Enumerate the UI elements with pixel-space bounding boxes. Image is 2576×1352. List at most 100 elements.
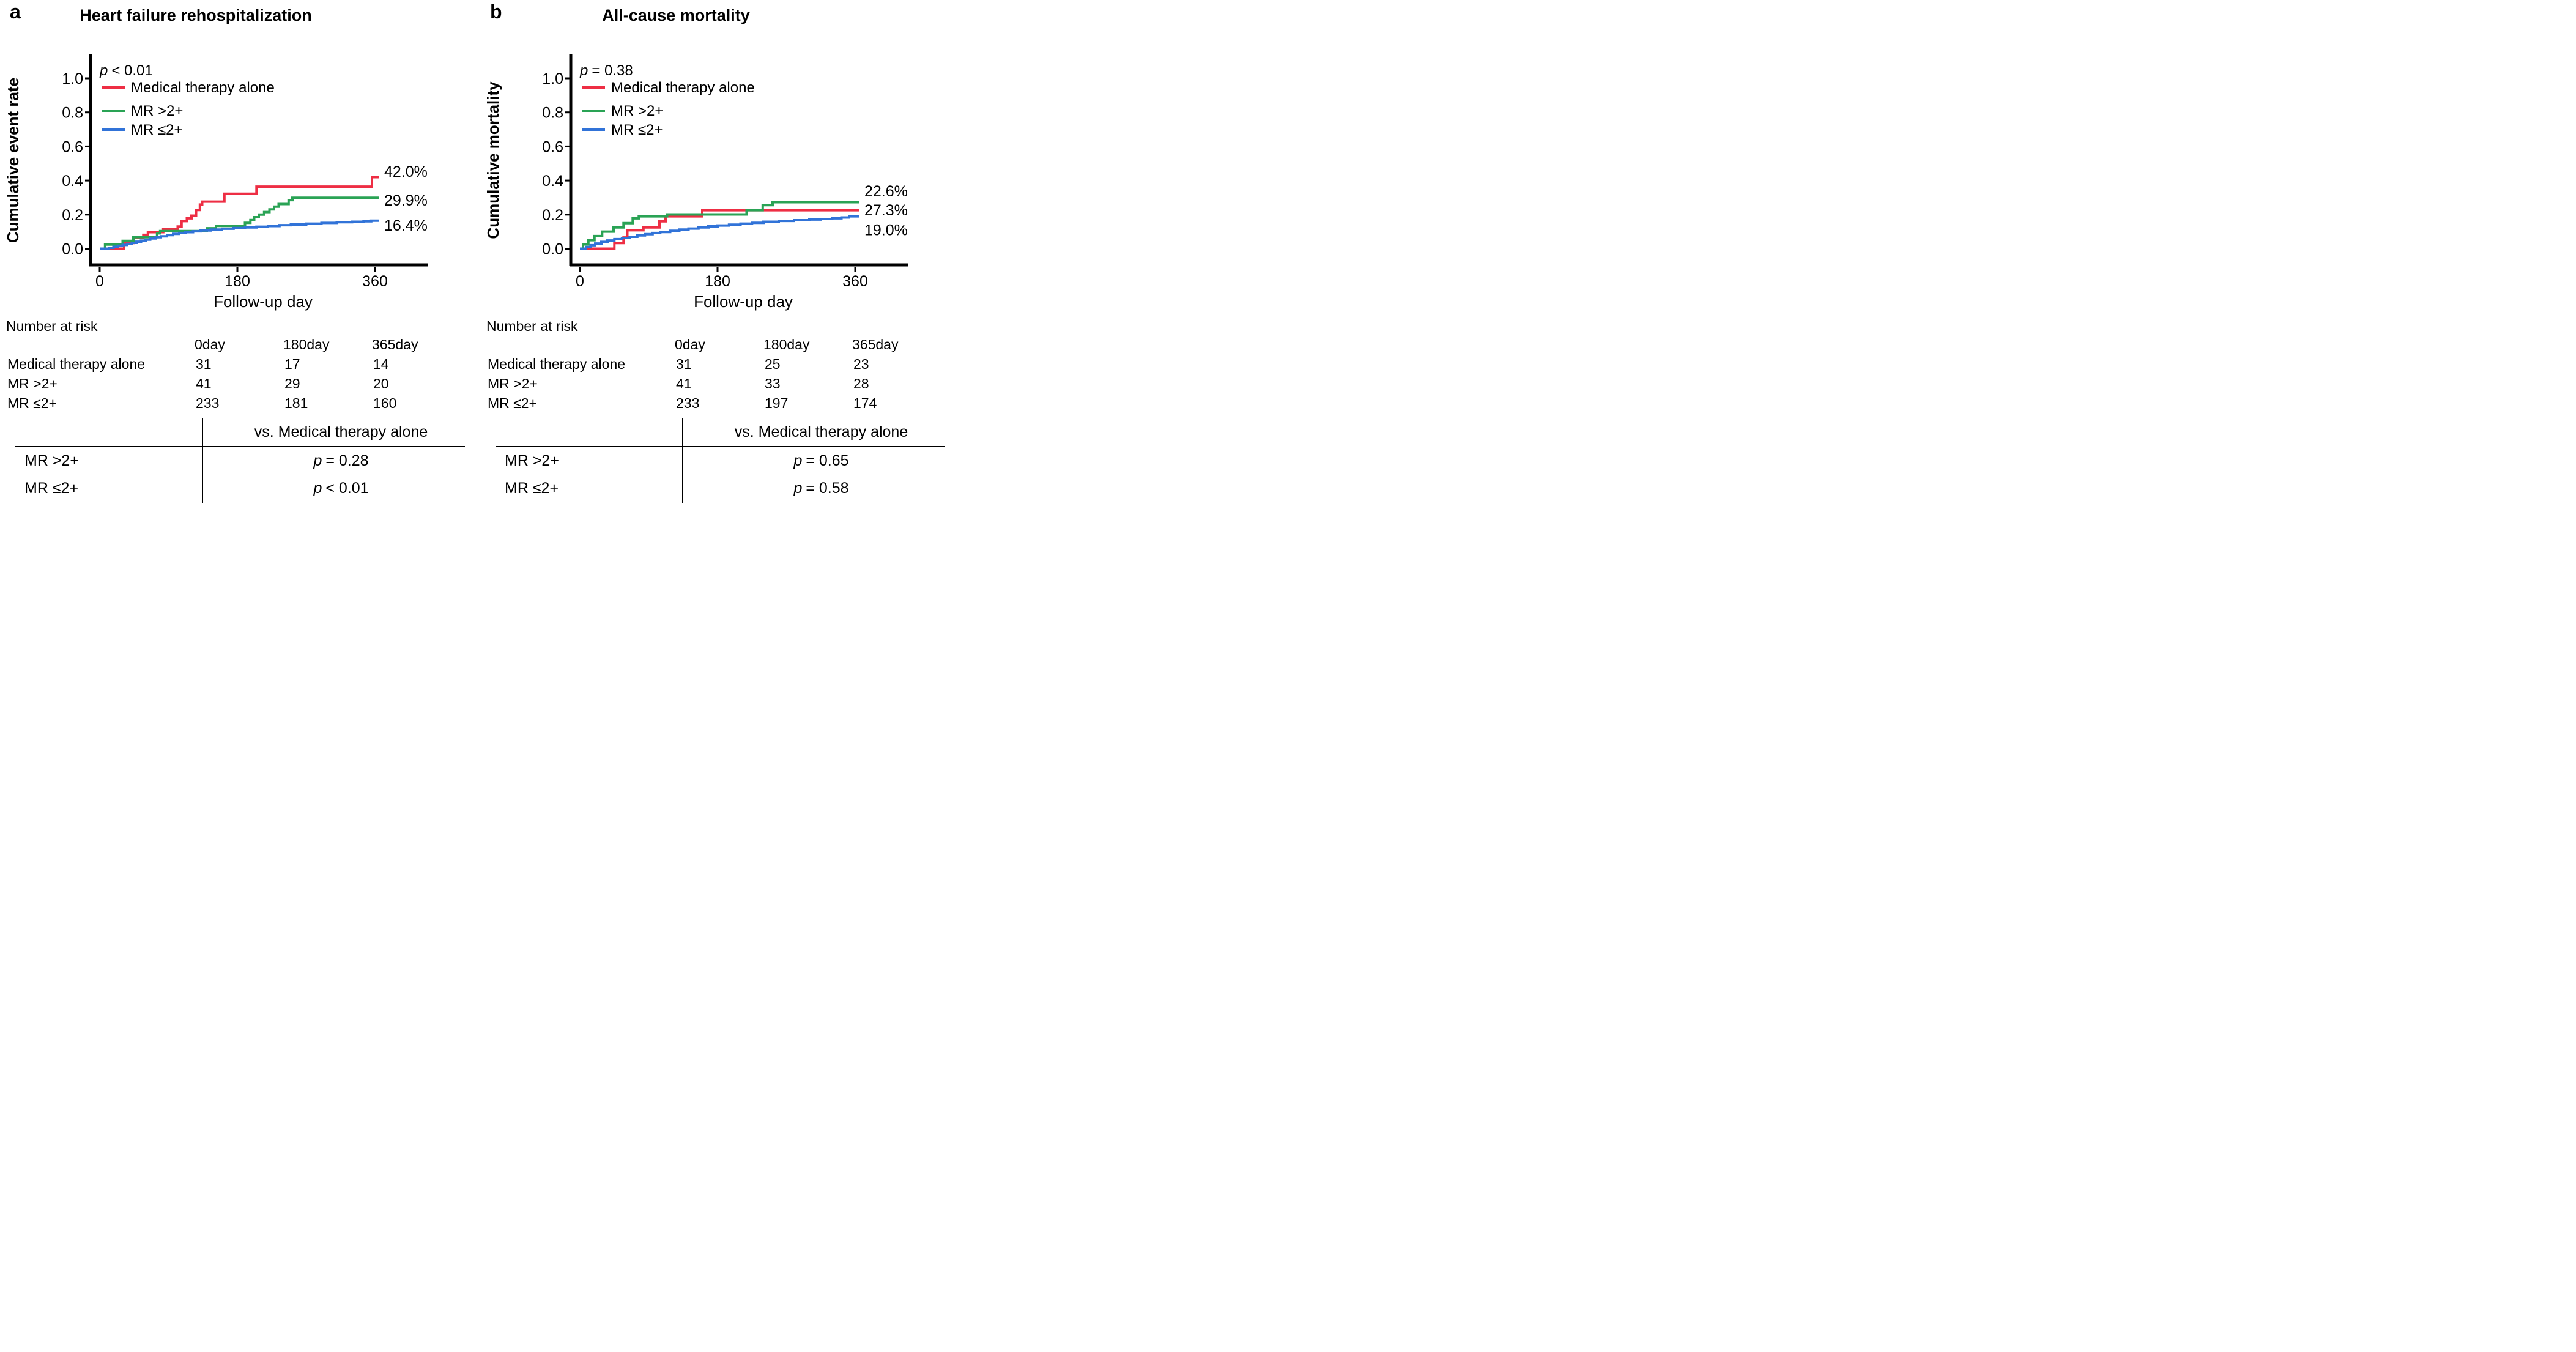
risk-value: 17 bbox=[284, 356, 300, 372]
pairwise-comparison-table: vs. Medical therapy alone MR >2+ p = 0.28… bbox=[0, 418, 480, 503]
risk-row-label: MR >2+ bbox=[7, 376, 58, 392]
y-tick-label: 0.0 bbox=[542, 241, 563, 258]
comparison-header-row: vs. Medical therapy alone bbox=[0, 418, 480, 446]
series-line-mr-2 bbox=[580, 215, 859, 250]
comparison-row: MR ≤2+ p < 0.01 bbox=[0, 475, 480, 502]
risk-row-label: MR ≤2+ bbox=[7, 395, 58, 411]
risk-header-spacer bbox=[6, 335, 190, 354]
risk-col-header: 0day bbox=[195, 336, 225, 352]
p-symbol: p bbox=[793, 452, 803, 469]
x-tick-label: 360 bbox=[842, 273, 868, 290]
table-vertical-rule bbox=[202, 418, 203, 503]
y-tick-label: 1.0 bbox=[542, 70, 563, 87]
risk-value: 29 bbox=[284, 376, 300, 392]
risk-value: 41 bbox=[676, 376, 692, 392]
y-tick-label: 1.0 bbox=[62, 70, 83, 87]
legend-label-mr-2: MR >2+ bbox=[611, 103, 663, 119]
risk-value: 23 bbox=[853, 356, 869, 372]
table-vertical-rule bbox=[682, 418, 683, 503]
y-tick-label: 0.8 bbox=[62, 105, 83, 122]
y-tick-label: 0.2 bbox=[62, 207, 83, 224]
p-symbol: p bbox=[313, 452, 322, 469]
number-at-risk-label: Number at risk bbox=[486, 318, 578, 334]
km-chart-all-cause-mortality: All-cause mortality Cumulative mortality… bbox=[484, 6, 908, 311]
risk-value: 160 bbox=[373, 395, 397, 411]
x-tick-label: 180 bbox=[705, 273, 730, 290]
comparison-row-label: MR ≤2+ bbox=[24, 480, 79, 497]
x-tick-label: 180 bbox=[225, 273, 250, 290]
panel-letter-b: b bbox=[490, 1, 502, 23]
risk-col-header: 0day bbox=[675, 336, 705, 352]
legend-label-mr-2: MR ≤2+ bbox=[611, 122, 663, 138]
risk-col-header: 365day bbox=[852, 336, 899, 352]
legend-label-medical-therapy-alone: Medical therapy alone bbox=[131, 80, 275, 96]
comparison-header-row: vs. Medical therapy alone bbox=[480, 418, 960, 446]
p-value-text: < 0.01 bbox=[325, 480, 369, 497]
comparison-row: MR >2+ p = 0.65 bbox=[480, 447, 960, 475]
risk-col-header: 180day bbox=[763, 336, 810, 352]
number-at-risk-label: Number at risk bbox=[6, 318, 98, 334]
risk-row-label: Medical therapy alone bbox=[488, 356, 626, 372]
y-axis-label: Cumulative mortality bbox=[484, 81, 502, 239]
x-tick-label: 0 bbox=[576, 273, 584, 290]
chart-title: All-cause mortality bbox=[602, 6, 750, 24]
risk-col-header: 180day bbox=[283, 336, 330, 352]
x-tick-label: 360 bbox=[362, 273, 388, 290]
p-symbol: p bbox=[793, 480, 803, 497]
series-line-mr-2 bbox=[580, 201, 859, 250]
risk-value: 31 bbox=[676, 356, 692, 372]
p-symbol: p bbox=[313, 480, 322, 497]
figure-page: a Heart failure rehospitalization Cumula… bbox=[0, 0, 960, 504]
legend-label-mr-2: MR ≤2+ bbox=[131, 122, 183, 138]
p-value-annotation: p = 0.38 bbox=[579, 62, 633, 79]
comparison-row: MR ≤2+ p = 0.58 bbox=[480, 475, 960, 502]
series-line-mr-2 bbox=[100, 196, 379, 250]
x-tick-label: 0 bbox=[95, 273, 104, 290]
risk-value: 14 bbox=[373, 356, 389, 372]
x-axis-label: Follow-up day bbox=[694, 292, 793, 311]
number-at-risk-table: 0day 180day 365day Medical therapy alone… bbox=[486, 335, 960, 413]
risk-value: 20 bbox=[373, 376, 389, 392]
p-value-annotation: p < 0.01 bbox=[99, 62, 153, 79]
final-rate-label-medical-therapy-alone: 22.6% bbox=[864, 183, 908, 200]
risk-value: 233 bbox=[196, 395, 220, 411]
y-tick-label: 0.6 bbox=[62, 138, 83, 155]
comparison-p-value: p = 0.58 bbox=[682, 480, 960, 497]
y-tick-label: 0.4 bbox=[62, 173, 83, 190]
final-rate-label-mr-2: 29.9% bbox=[384, 192, 428, 209]
comparison-p-value: p = 0.28 bbox=[202, 452, 480, 470]
series-line-mr-2 bbox=[100, 219, 379, 250]
number-at-risk-table: 0day 180day 365day Medical therapy alone… bbox=[6, 335, 480, 413]
chart-title: Heart failure rehospitalization bbox=[80, 6, 312, 24]
risk-value: 181 bbox=[284, 395, 308, 411]
risk-value: 41 bbox=[196, 376, 212, 392]
risk-value: 197 bbox=[765, 395, 789, 411]
series-line-medical-therapy-alone bbox=[580, 209, 859, 250]
p-value-text: = 0.28 bbox=[325, 452, 369, 469]
comparison-row-label: MR ≤2+ bbox=[505, 480, 559, 497]
risk-value: 31 bbox=[196, 356, 212, 372]
y-tick-label: 0.8 bbox=[542, 105, 563, 122]
comparison-header: vs. Medical therapy alone bbox=[734, 423, 908, 440]
km-chart-heart-failure-rehospitalization: Heart failure rehospitalization Cumulati… bbox=[4, 6, 428, 311]
risk-value: 33 bbox=[765, 376, 781, 392]
final-rate-label-mr-2: 16.4% bbox=[384, 217, 428, 234]
comparison-header: vs. Medical therapy alone bbox=[254, 423, 428, 440]
comparison-row-label: MR >2+ bbox=[24, 452, 79, 469]
y-tick-label: 0.4 bbox=[542, 173, 563, 190]
comparison-row: MR >2+ p = 0.28 bbox=[0, 447, 480, 475]
panel-a: a Heart failure rehospitalization Cumula… bbox=[0, 0, 480, 504]
risk-row-label: MR ≤2+ bbox=[488, 395, 538, 411]
risk-header-spacer bbox=[486, 335, 670, 354]
y-tick-label: 0.6 bbox=[542, 138, 563, 155]
final-rate-label-medical-therapy-alone: 42.0% bbox=[384, 163, 428, 180]
comparison-row-label: MR >2+ bbox=[505, 452, 559, 469]
risk-row-label: MR >2+ bbox=[488, 376, 538, 392]
risk-value: 174 bbox=[853, 395, 877, 411]
chart-plot-area: 0.0 0.2 0.4 0.6 0.8 1.0 0 180 360 p = 0.38Medical … bbox=[542, 54, 908, 290]
legend-label-medical-therapy-alone: Medical therapy alone bbox=[611, 80, 755, 96]
final-rate-label-mr-2: 27.3% bbox=[864, 202, 908, 219]
risk-col-header: 365day bbox=[372, 336, 418, 352]
table-horizontal-rule bbox=[15, 446, 465, 447]
final-rate-label-mr-2: 19.0% bbox=[864, 221, 908, 239]
